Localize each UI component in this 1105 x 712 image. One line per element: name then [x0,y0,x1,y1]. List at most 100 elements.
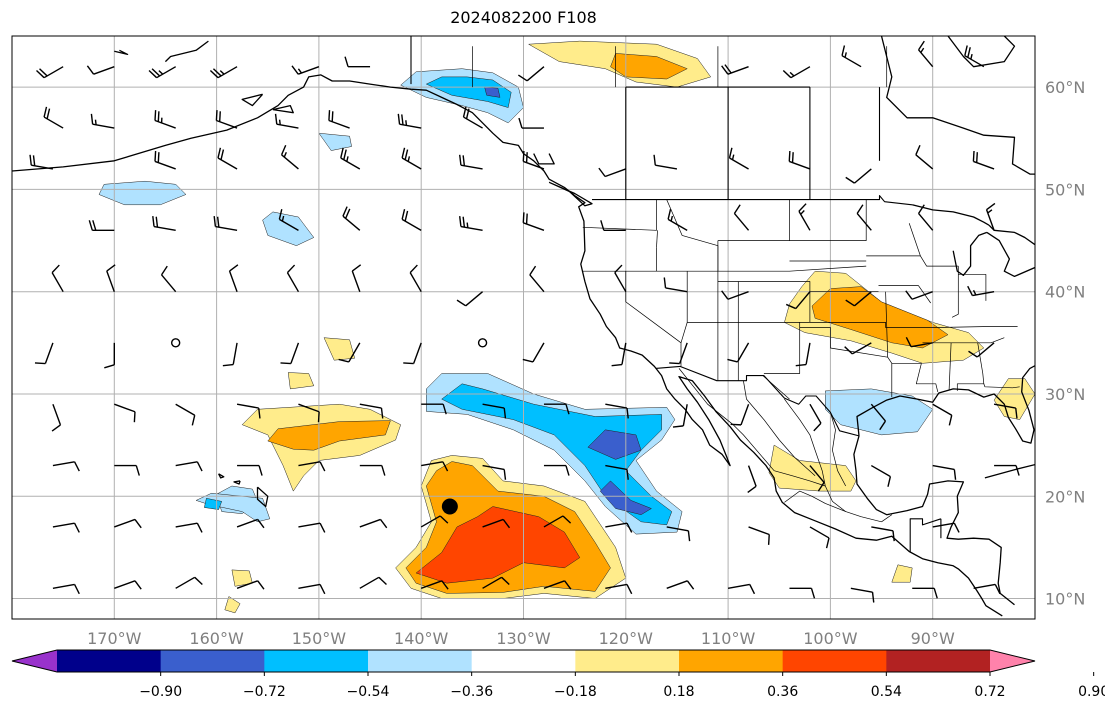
wind-barb [175,522,203,533]
barb-feather [317,411,320,423]
wind-barb [351,264,362,292]
barb-feather [439,515,449,524]
barb-feather [135,465,140,476]
barb-shaft [736,342,750,363]
state-boundary-line [881,514,892,523]
barb-feather [727,358,738,363]
barb-feather [152,216,155,227]
barb-shaft [655,164,678,170]
barb-feather [43,106,48,118]
wind-barb [856,204,872,231]
wind-barb [236,403,261,419]
wind-barb [518,117,544,129]
barb-shaft [43,66,64,79]
wind-barb [215,110,238,129]
wind-barb [850,587,875,603]
coastlines [12,36,1035,617]
barb-shaft [605,403,628,409]
barb-feather [220,149,225,160]
barb-feather [148,70,158,79]
barb-shaft [973,583,996,590]
barb-feather [730,423,742,426]
barb-half-feather [972,289,977,296]
barb-shaft [236,580,258,589]
coastline [533,153,555,165]
barb-half-feather [346,156,349,162]
barb-feather [442,404,447,415]
barb-feather [972,150,975,162]
anomaly-region [610,53,688,80]
barb-shaft [154,119,176,129]
barb-feather [409,264,418,274]
barb-feather [964,45,968,56]
wind-barb [52,522,80,533]
wind-barb [397,113,422,129]
wind-barb [482,403,507,419]
barb-shaft [215,225,238,232]
coastline [548,181,593,207]
barb-shaft [359,403,382,409]
barb-feather [462,155,466,166]
barb-shaft [298,583,321,590]
wind-barb [237,464,263,476]
latitude-tick-label: 60°N [1045,78,1085,97]
wind-barb [522,150,545,170]
barb-feather [600,220,605,231]
barb-shaft [52,522,75,528]
barb-feather [380,407,384,419]
location-marker-layer [441,498,458,515]
barb-shaft [682,404,688,426]
wind-barb [114,464,140,476]
colorbar-tick-label: −0.72 [243,684,286,700]
wind-barb [274,113,299,129]
wind-barb [605,464,629,480]
barb-shaft [482,403,505,409]
barb-shaft [409,272,422,293]
barb-feather [525,152,528,163]
barb-shaft [850,587,873,593]
barb-feather [155,216,159,228]
wind-barb [845,291,872,307]
barb-feather [86,65,95,75]
barb-shaft [236,403,259,409]
barb-shaft [236,518,258,528]
wind-barb [52,461,80,472]
barb-feather [88,220,93,231]
wind-barb [932,464,957,480]
barb-shaft [870,464,891,478]
state-boundary-line [983,383,1020,389]
barb-feather [92,220,97,231]
barb-shaft [43,116,64,129]
barb-half-feather [670,215,674,222]
barb-feather [257,519,265,529]
barb-feather [518,117,523,129]
barb-shaft [854,168,872,184]
barb-shaft [911,291,933,300]
barb-half-feather [158,70,164,75]
anomaly-region [318,132,352,151]
wind-barb [228,264,239,292]
wind-barb [459,216,483,232]
barb-feather [441,580,449,590]
barb-shaft [286,272,300,293]
barb-feather [343,149,347,160]
wind-barb [86,65,115,75]
barb-half-feather [281,215,285,222]
wind-barb [236,580,265,590]
wind-barb [667,209,688,231]
country-border-line [592,195,913,206]
latitude-tick-label: 40°N [1045,283,1085,302]
barb-shaft [228,270,238,292]
barb-shaft [605,464,628,471]
barb-feather [379,519,388,529]
wind-barb [985,202,996,231]
barb-feather [953,469,957,480]
anomaly-region [267,420,391,451]
wind-barb [104,342,116,369]
wind-barb [785,291,811,310]
barb-half-feather [407,156,411,162]
barb-feather [319,461,326,472]
barb-feather [598,167,606,177]
barb-feather [733,204,741,214]
barb-shaft [482,518,504,528]
